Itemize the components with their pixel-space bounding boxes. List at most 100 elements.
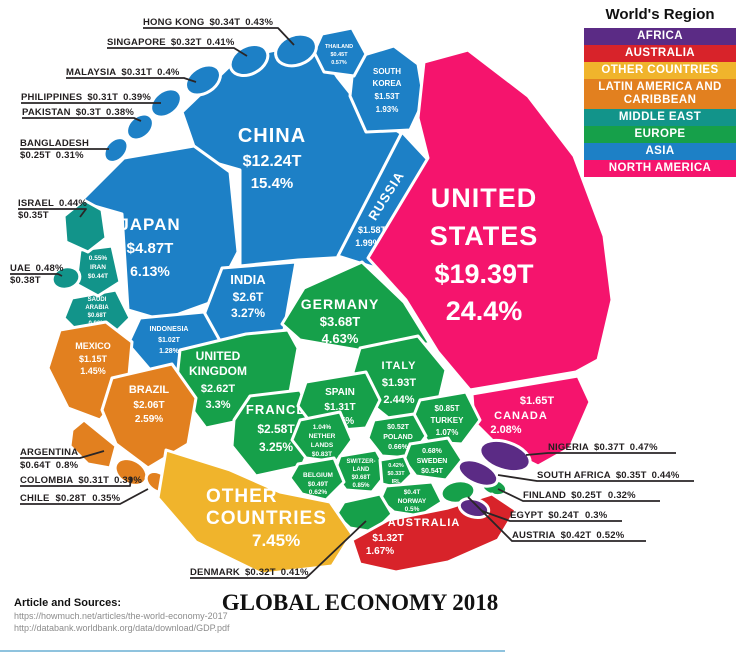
thailand-gdp: $0.45T <box>330 52 348 58</box>
israel-callout-name: ISRAEL <box>18 198 54 209</box>
egypt-callout-gdp: $0.24T <box>548 510 579 521</box>
legend-label-africa: AFRICA <box>637 30 683 42</box>
hong-kong-leader <box>143 27 295 46</box>
china-name: CHINA <box>238 125 306 147</box>
colombia-callout-name: COLOMBIA <box>20 475 73 486</box>
canada-name: CANADA <box>494 410 548 422</box>
bangladesh-callout: BANGLADESH <box>20 138 89 149</box>
france-share: 3.25% <box>259 440 293 454</box>
bangladesh-callout-values: $0.25T 0.31% <box>20 150 84 161</box>
nigeria-callout-gdp: $0.37T <box>594 442 625 453</box>
cell-china: CHINA $12.24T 15.4% <box>180 40 404 268</box>
chile-callout-name: CHILE <box>20 493 50 504</box>
indonesia-share: 1.28% <box>159 348 180 355</box>
south-africa-leader <box>497 474 694 482</box>
nigeria-callout: NIGERIA $0.37T 0.47% <box>548 442 658 453</box>
cell-thailand: THAILAND $0.45T 0.57% <box>312 26 368 78</box>
uae-callout-gdp: $0.38T <box>10 275 41 286</box>
cell-south-korea: SOUTH KOREA $1.53T 1.93% <box>348 44 426 134</box>
source-link-1[interactable]: https://howmuch.net/articles/the-world-e… <box>14 611 228 621</box>
austria-callout-share: 0.52% <box>596 530 624 541</box>
ireland-abbrev: IRL <box>392 479 402 485</box>
chile-leader <box>20 488 149 505</box>
nigeria-leader <box>525 452 676 456</box>
hong-kong-callout-gdp: $0.34T <box>209 17 240 28</box>
other-countries-area <box>156 448 354 576</box>
spain-name: SPAIN <box>325 387 355 398</box>
legend-item-middle-east: MIDDLE EAST <box>584 109 736 126</box>
china-share: 15.4% <box>251 175 294 192</box>
belgium-share: 0.62% <box>309 489 328 496</box>
mexico-gdp: $1.15T <box>79 354 108 364</box>
switzerland-name2: LAND <box>353 467 370 473</box>
switzerland-name1: SWITZER- <box>347 459 376 465</box>
sources-block: Article and Sources: https://howmuch.net… <box>14 597 229 633</box>
poland-gdp: $0.52T <box>387 424 410 431</box>
canada-share: 2.08% <box>490 424 521 436</box>
italy-share: 2.44% <box>383 394 414 406</box>
japan-share: 6.13% <box>130 263 170 279</box>
austria-callout: AUSTRIA $0.42T 0.52% <box>512 530 625 541</box>
egypt-callout: EGYPT $0.24T 0.3% <box>510 510 608 521</box>
france-gdp: $2.58T <box>257 422 295 436</box>
poland-name: POLAND <box>383 434 413 441</box>
thailand-area <box>312 26 368 78</box>
pakistan-leader <box>22 117 142 122</box>
uae-leader <box>10 273 63 277</box>
us-gdp: $19.39T <box>434 259 534 289</box>
saudi-gdp: $0.68T <box>88 313 107 319</box>
colombia-callout-share: 0.39% <box>114 475 142 486</box>
bottom-rule <box>0 650 505 652</box>
israel-callout-share: 0.44% <box>59 198 87 209</box>
legend-label-other-countries: OTHER COUNTRIES <box>601 64 719 76</box>
iran-name: IRAN <box>90 264 106 271</box>
philippines-callout-gdp: $0.31T <box>87 92 118 103</box>
denmark-callout: DENMARK $0.32T 0.41% <box>190 567 309 578</box>
netherlands-name1: NETHER <box>309 433 336 440</box>
denmark-callout-gdp: $0.32T <box>245 567 276 578</box>
ireland-share: 0.42% <box>388 463 404 469</box>
legend-label-asia: ASIA <box>645 145 675 157</box>
cell-philippines <box>149 87 183 119</box>
uk-gdp: $2.62T <box>201 383 236 395</box>
philippines-callout-share: 0.39% <box>123 92 151 103</box>
pakistan-callout: PAKISTAN $0.3T 0.38% <box>22 107 134 118</box>
belgium-name: BELGIUM <box>303 472 333 479</box>
poland-share: 0.66% <box>388 444 409 451</box>
austria-callout-name: AUSTRIA <box>512 530 556 541</box>
ireland-area <box>378 454 414 490</box>
finland-callout: FINLAND $0.25T 0.32% <box>523 490 636 501</box>
india-share: 3.27% <box>231 306 265 320</box>
norway-gdp: $0.4T <box>404 489 421 496</box>
cell-malaysia <box>184 63 222 97</box>
legend-label-latin-america: LATIN AMERICA AND CARIBBEAN <box>598 81 722 106</box>
china-gdp: $12.24T <box>243 153 302 170</box>
germany-area <box>280 260 432 352</box>
spain-gdp: $1.31T <box>324 402 355 413</box>
france-name: FRANCE <box>246 402 306 417</box>
singapore-callout-share: 0.41% <box>207 37 235 48</box>
nigeria-callout-name: NIGERIA <box>548 442 589 453</box>
argentina-callout-values: $0.64T 0.8% <box>20 460 79 471</box>
italy-name: ITALY <box>382 360 417 372</box>
source-link-2[interactable]: http://databank.worldbank.org/data/downl… <box>14 623 230 633</box>
south-africa-callout-gdp: $0.35T <box>616 470 647 481</box>
uk-name2: KINGDOM <box>189 364 247 378</box>
mexico-name: MEXICO <box>75 341 111 351</box>
chile-callout-gdp: $0.28T <box>56 493 87 504</box>
cell-egypt <box>457 496 491 520</box>
cell-south-africa <box>456 458 500 488</box>
colombia-callout: COLOMBIA $0.31T 0.39% <box>20 475 142 486</box>
denmark-leader <box>190 520 367 579</box>
germany-name: GERMANY <box>301 296 380 312</box>
germany-share: 4.63% <box>322 331 359 346</box>
turkey-gdp: $0.85T <box>435 404 460 413</box>
south-africa-callout: SOUTH AFRICA $0.35T 0.44% <box>537 470 680 481</box>
italy-gdp: $1.93T <box>382 377 417 389</box>
norway-name: NORWAY <box>398 498 427 505</box>
singapore-leader <box>107 47 248 57</box>
cell-bangladesh <box>102 136 130 164</box>
hong-kong-callout: HONG KONG $0.34T 0.43% <box>143 17 274 28</box>
